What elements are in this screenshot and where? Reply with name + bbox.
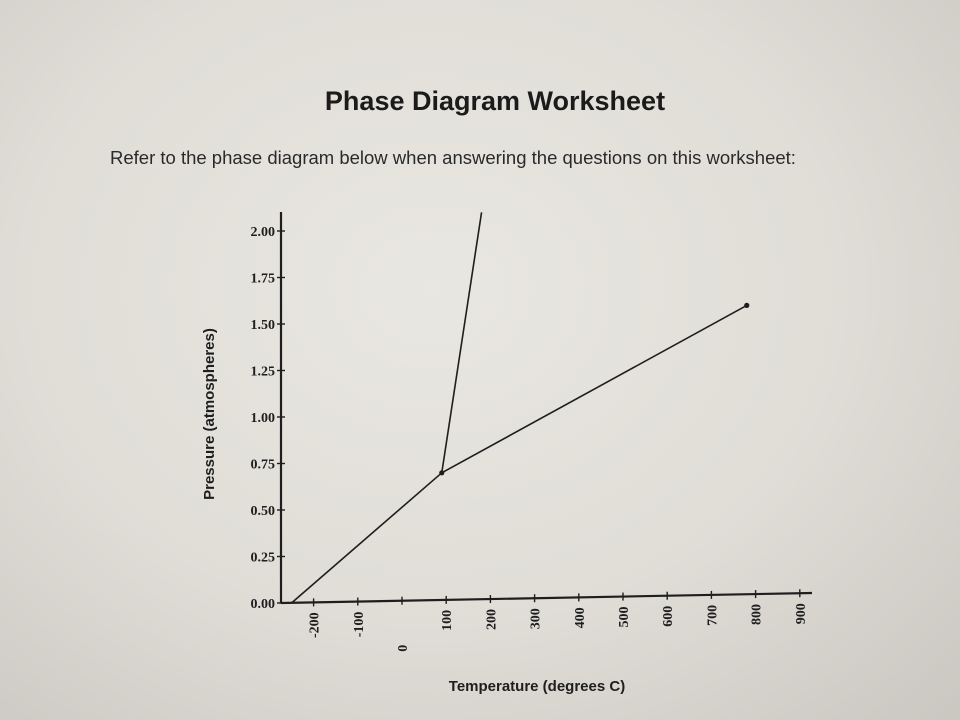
y-tick-label: 1.00 [251, 411, 276, 426]
x-axis-label: Temperature (degrees C) [449, 678, 625, 695]
y-axis-ticks: 0.00 0.25 0.50 0.75 1.00 1.25 1.50 1.75 2.00 [251, 225, 285, 612]
x-tick-label: 300 [529, 608, 544, 629]
y-tick-label: 0.50 [251, 504, 276, 519]
critical-point-marker [744, 302, 750, 308]
x-tick-label: 900 [794, 603, 809, 624]
x-tick-label: 700 [705, 605, 720, 626]
phase-boundaries [290, 212, 750, 604]
x-tick-label: 100 [440, 610, 455, 631]
triple-point-marker [439, 470, 445, 476]
solid-gas-boundary [290, 472, 443, 604]
y-tick-label: 1.50 [251, 318, 276, 333]
x-tick-label: 0 [396, 645, 411, 652]
x-tick-label: -200 [308, 612, 323, 638]
intro-text: Refer to the phase diagram below when an… [110, 147, 796, 168]
y-axis-label: Pressure (atmospheres) [201, 328, 218, 500]
solid-liquid-boundary [440, 212, 483, 473]
x-axis-line [280, 591, 813, 605]
y-tick-label: 0.25 [251, 551, 276, 566]
x-tick-label: 800 [750, 604, 765, 625]
y-tick-label: 0.75 [251, 458, 276, 473]
x-axis-ticks: -200 -100 0 100 200 300 400 500 600 700 800 900 [308, 589, 809, 652]
x-tick-label: 200 [484, 609, 499, 630]
x-tick-label: 600 [661, 606, 676, 627]
x-tick-label: 400 [573, 607, 588, 628]
axes [279, 212, 813, 605]
x-tick-label: -100 [352, 612, 367, 638]
y-tick-label: 2.00 [251, 225, 276, 240]
page-title: Phase Diagram Worksheet [324, 86, 666, 116]
x-tick-label: 500 [617, 607, 632, 628]
y-tick-label: 0.00 [251, 597, 276, 612]
y-tick-label: 1.75 [251, 272, 276, 287]
liquid-gas-boundary [441, 304, 748, 474]
y-tick-label: 1.25 [251, 365, 276, 380]
